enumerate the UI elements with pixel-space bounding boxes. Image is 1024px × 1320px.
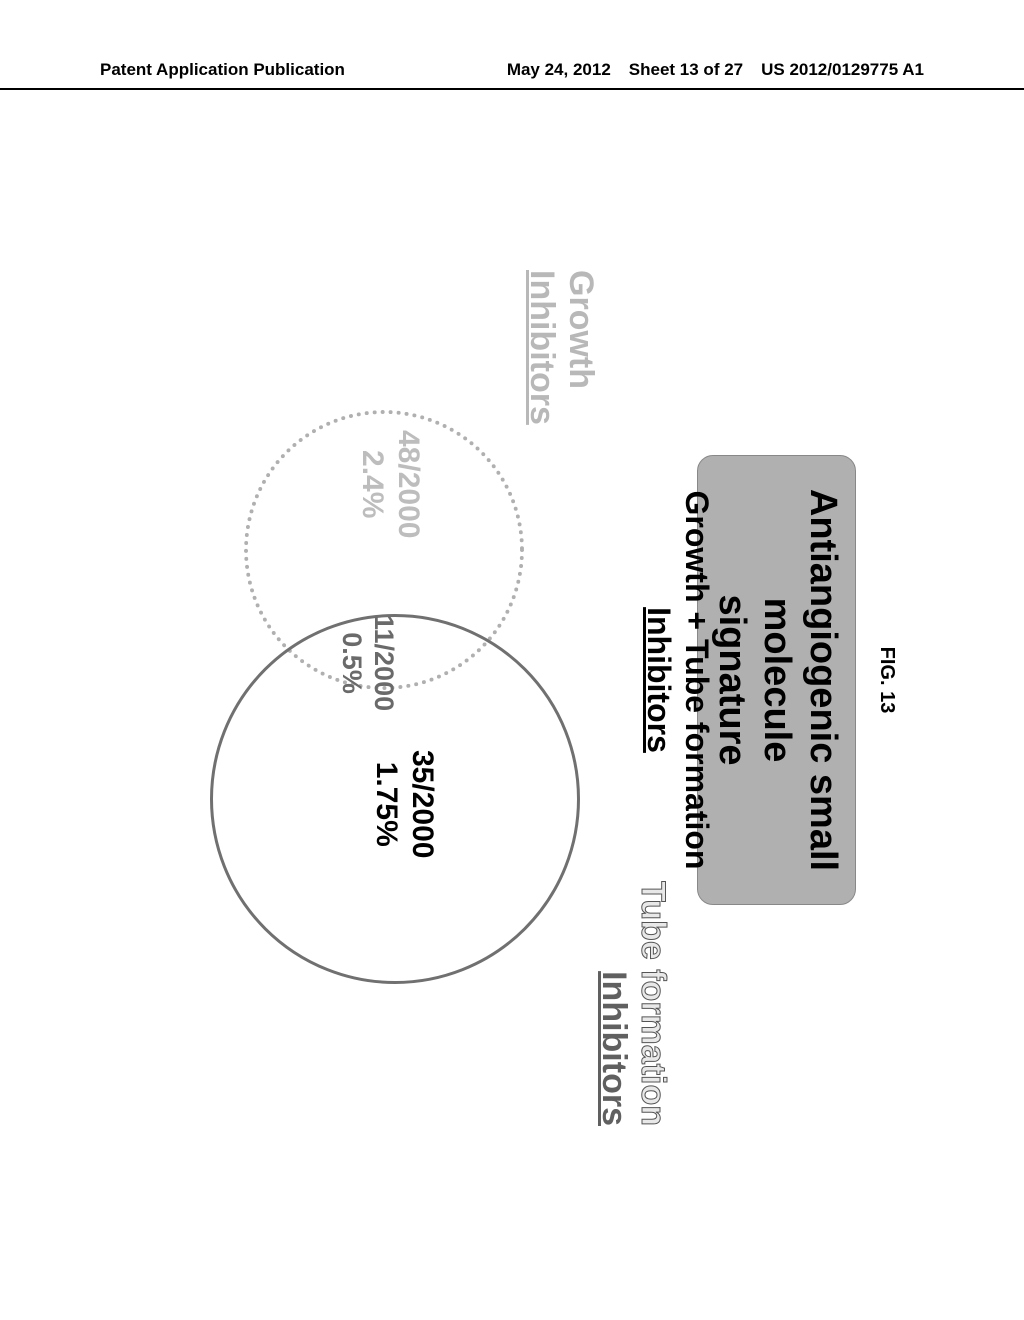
figure-label: FIG. 13 xyxy=(875,647,898,714)
venn-right-count: 35/2000 xyxy=(406,750,439,858)
header-date: May 24, 2012 xyxy=(507,60,611,80)
tube-label-line-2: Inhibitors xyxy=(595,971,633,1126)
growth-label-line-2: Inhibitors xyxy=(523,270,561,425)
growth-inhibitors-label: Growth Inhibitors xyxy=(522,270,600,425)
header-sheet: Sheet 13 of 27 xyxy=(629,60,743,80)
venn-left-count: 48/2000 xyxy=(392,430,425,538)
venn-value-intersection: 11/2000 0.5% xyxy=(335,615,400,711)
figure-title-box: Antiangiogenic small molecule signature xyxy=(697,455,856,905)
tube-formation-inhibitors-label: Tube formation Inhibitors xyxy=(594,881,672,1126)
header-left: Patent Application Publication xyxy=(100,60,345,80)
figure-subtitle: Growth + Tube formation Inhibitors xyxy=(639,491,716,870)
growth-label-line-1: Growth xyxy=(562,270,600,389)
figure-rotated: FIG. 13 Antiangiogenic small molecule si… xyxy=(162,230,862,1130)
title-line-1: Antiangiogenic small molecule xyxy=(756,489,844,871)
header-pubno: US 2012/0129775 A1 xyxy=(761,60,924,80)
patent-header: Patent Application Publication May 24, 2… xyxy=(0,60,1024,90)
subtitle-line-2: Inhibitors xyxy=(641,607,677,753)
subtitle-line-1: Growth + Tube formation xyxy=(679,491,715,870)
venn-value-growth: 48/2000 2.4% xyxy=(354,430,426,538)
venn-mid-percent: 0.5% xyxy=(337,632,367,694)
figure-container: FIG. 13 Antiangiogenic small molecule si… xyxy=(0,180,1024,1180)
venn-left-percent: 2.4% xyxy=(356,450,389,518)
venn-right-percent: 1.75% xyxy=(370,762,403,847)
header-right-group: May 24, 2012 Sheet 13 of 27 US 2012/0129… xyxy=(507,60,924,80)
venn-mid-count: 11/2000 xyxy=(369,615,399,711)
tube-label-line-1: Tube formation xyxy=(634,881,672,1126)
venn-value-tube: 35/2000 1.75% xyxy=(368,750,440,858)
title-line-2: signature xyxy=(711,594,753,765)
